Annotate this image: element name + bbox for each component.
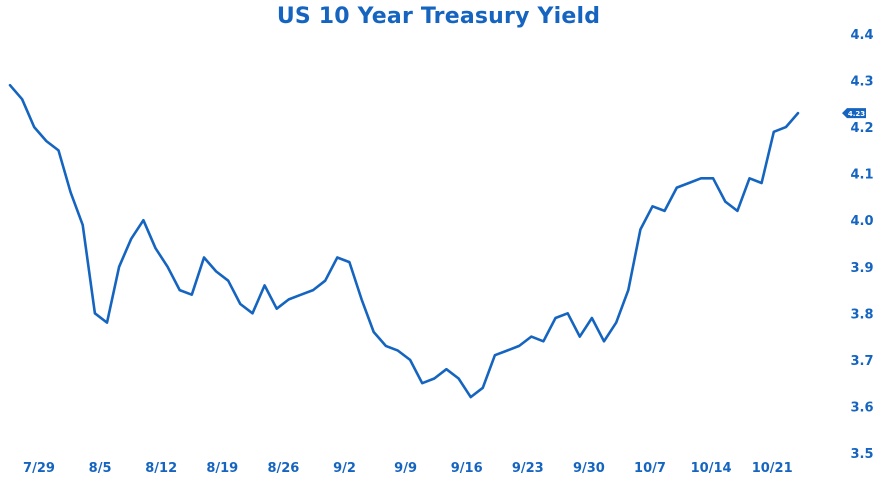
last-value-marker: 4.23 — [842, 108, 866, 118]
x-tick-label: 10/7 — [634, 461, 666, 476]
y-tick-label: 4.4 — [850, 28, 873, 43]
x-axis: 7/29 8/5 8/12 8/19 8/26 9/2 9/9 9/16 9/23 9/30 10/… — [23, 461, 793, 476]
series-line — [8, 83, 800, 399]
x-tick-label: 8/26 — [267, 461, 299, 476]
y-tick-label: 3.6 — [850, 400, 873, 415]
x-tick-label: 9/30 — [573, 461, 605, 476]
x-tick-label: 9/16 — [451, 461, 483, 476]
x-tick-label: 8/5 — [89, 461, 112, 476]
x-tick-label: 9/23 — [512, 461, 544, 476]
y-tick-label: 4.3 — [850, 75, 873, 90]
last-value-label: 4.23 — [848, 110, 865, 118]
series-layer — [8, 83, 800, 399]
x-tick-label: 8/12 — [145, 461, 177, 476]
y-axis: 3.5 3.6 3.7 3.8 3.9 4.0 4.1 4.2 4.3 4.4 — [850, 28, 873, 462]
x-tick-label: 10/21 — [752, 461, 793, 476]
last-value-badge — [842, 108, 866, 119]
x-tick-label: 8/19 — [206, 461, 238, 476]
last-value-marker-layer: 4.23 — [842, 108, 866, 118]
y-tick-label: 4.1 — [850, 168, 873, 183]
y-tick-label: 3.7 — [850, 354, 873, 369]
x-tick-label: 9/9 — [394, 461, 417, 476]
y-tick-label: 4.0 — [850, 214, 873, 229]
y-tick-label: 3.8 — [850, 307, 873, 322]
x-tick-label: 10/14 — [691, 461, 732, 476]
x-tick-label: 7/29 — [23, 461, 55, 476]
x-tick-label: 9/2 — [333, 461, 356, 476]
y-tick-label: 3.5 — [850, 447, 873, 462]
chart-title: US 10 Year Treasury Yield — [276, 4, 601, 29]
y-tick-label: 3.9 — [850, 261, 873, 276]
y-tick-label: 4.2 — [850, 121, 873, 136]
